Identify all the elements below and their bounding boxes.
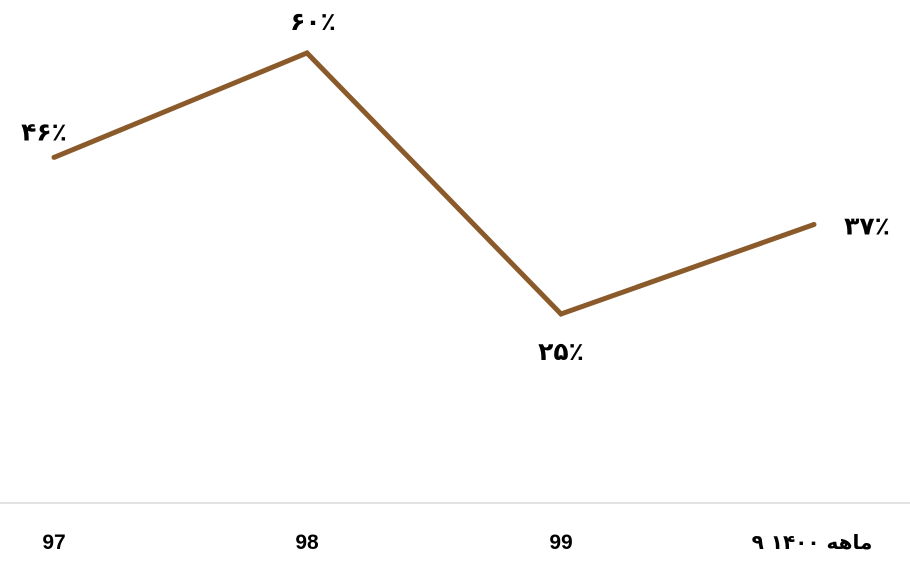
data-point: [558, 311, 564, 317]
data-label: ۳۷٪: [844, 212, 890, 241]
data-point: [51, 154, 57, 160]
data-point: [811, 222, 817, 227]
data-point: [304, 50, 310, 56]
x-tick-label: ۹ ماهه ۱۴۰۰: [752, 530, 873, 554]
data-labels-layer: ۴۶٪ ۶۰٪ ۲۵٪ ۳۷٪: [21, 7, 890, 366]
series-line: [53, 50, 815, 317]
x-tick-label: 98: [295, 531, 319, 554]
x-tick-label: 97: [42, 531, 65, 554]
data-label: ۲۵٪: [538, 337, 584, 366]
x-tick-label: 99: [549, 531, 572, 554]
data-label: ۶۰٪: [290, 7, 336, 36]
series-layer: [51, 50, 817, 317]
data-label: ۴۶٪: [21, 117, 67, 146]
x-axis-ticks: 97 98 99 ۹ ماهه ۱۴۰۰: [42, 530, 872, 554]
